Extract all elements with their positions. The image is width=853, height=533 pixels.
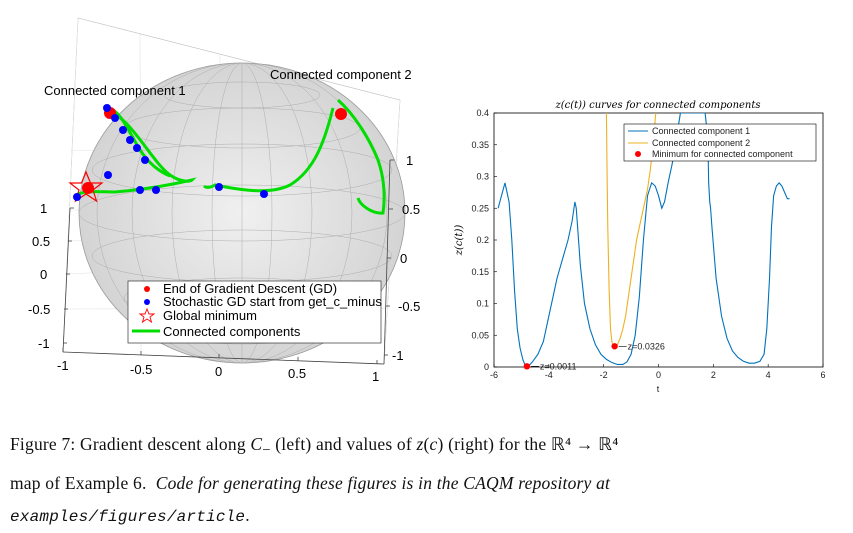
y-tick-label: 0.5 <box>32 234 50 249</box>
series-component-1-line <box>497 113 790 367</box>
legend-3d: End of Gradient Descent (GD) Stochastic … <box>127 280 382 344</box>
minimum-point <box>611 343 618 350</box>
y-tick-label: 0.15 <box>471 267 489 277</box>
x-tick-label: 0 <box>215 364 222 379</box>
y-tick-label: 0.35 <box>471 140 489 150</box>
gd-end-point <box>335 108 347 120</box>
series-component-2-line <box>605 113 657 347</box>
component-2-label: Connected component 2 <box>270 67 412 82</box>
y-tick-label: 0.25 <box>471 203 489 213</box>
x-tick-label: -2 <box>600 370 608 380</box>
minimum-label: z=0.0011 <box>540 361 577 371</box>
x-tick-label: 4 <box>766 370 771 380</box>
legend-label: Global minimum <box>163 308 257 323</box>
caption-line-2: map of Example 6. Code for generating th… <box>10 472 611 493</box>
legend-label: End of Gradient Descent (GD) <box>163 281 337 296</box>
figure-canvas: -1 -0.5 0 0.5 1 1 0.5 0 -0.5 -1 1 0.5 0 … <box>28 17 826 394</box>
plot-title: z(c(t)) curves for connected components <box>554 100 760 111</box>
y-tick-label: 0.2 <box>476 235 489 245</box>
y-tick-label: 1 <box>40 201 47 216</box>
sgd-start-point <box>260 190 268 198</box>
x-axis-label: t <box>657 384 660 394</box>
x-tick-label: 2 <box>711 370 716 380</box>
z-tick-label: 0 <box>400 251 407 266</box>
y-tick-label: 0.4 <box>476 108 489 118</box>
sgd-start-point <box>103 104 111 112</box>
legend-label: Connected components <box>163 324 301 339</box>
y-tick-label: 0.05 <box>471 330 489 340</box>
legend-label: Stochastic GD start from get_c_minus <box>163 294 382 309</box>
minimum-point <box>523 363 531 370</box>
global-minimum-star <box>68 170 104 203</box>
y-tick-label: 0 <box>40 267 47 282</box>
y-axis-label: z(c(t)) <box>454 225 465 257</box>
sgd-start-point <box>104 171 112 179</box>
x-tick-label: -1 <box>57 358 69 373</box>
z-curve-plot: z(c(t)) curves for connected components … <box>454 100 826 394</box>
y-tick-label: 0.1 <box>476 299 489 309</box>
component-1-curve <box>75 108 197 197</box>
z-tick-label: 1 <box>406 153 413 168</box>
sgd-start-point <box>119 126 127 134</box>
y-tick-label: -1 <box>38 336 50 351</box>
sgd-start-point <box>133 144 141 152</box>
figure-caption: Figure 7: Gradient descent along C− (lef… <box>10 428 840 533</box>
sgd-start-point <box>215 183 223 191</box>
sgd-start-point <box>136 186 144 194</box>
caption-line-3: examples/figures/article. <box>10 504 250 526</box>
sgd-start-point <box>73 193 81 201</box>
x-tick-label: -4 <box>545 370 553 380</box>
component-1-label: Connected component 1 <box>44 83 186 98</box>
sgd-start-point <box>126 136 134 144</box>
sgd-start-point <box>141 156 149 164</box>
x-tick-label: 0 <box>656 370 661 380</box>
x-tick-label: 0.5 <box>288 366 306 381</box>
x-tick-label: 6 <box>820 370 825 380</box>
z-tick-label: -1 <box>392 348 404 363</box>
x-tick-label: -0.5 <box>130 362 152 377</box>
caption-line-1: Figure 7: Gradient descent along C− (lef… <box>10 434 619 459</box>
sgd-start-point <box>111 114 119 122</box>
minimum-label: z=0.0326 <box>628 341 665 351</box>
legend-label: Minimum for connected component <box>652 149 793 159</box>
sphere-plot: -1 -0.5 0 0.5 1 1 0.5 0 -0.5 -1 1 0.5 0 … <box>28 17 420 384</box>
sgd-start-point <box>152 186 160 194</box>
y-tick-label: 0.3 <box>476 172 489 182</box>
legend-label: Connected component 1 <box>652 126 750 136</box>
z-tick-label: 0.5 <box>402 202 420 217</box>
legend-label: Connected component 2 <box>652 138 750 148</box>
y-tick-label: -0.5 <box>28 302 50 317</box>
legend-2d: Connected component 1 Connected componen… <box>623 123 817 162</box>
x-tick-label: 1 <box>372 369 379 384</box>
x-tick-label: -6 <box>490 370 498 380</box>
gd-end-point <box>82 182 94 194</box>
z-tick-label: -0.5 <box>398 299 420 314</box>
y-tick-label: 0 <box>484 362 489 372</box>
